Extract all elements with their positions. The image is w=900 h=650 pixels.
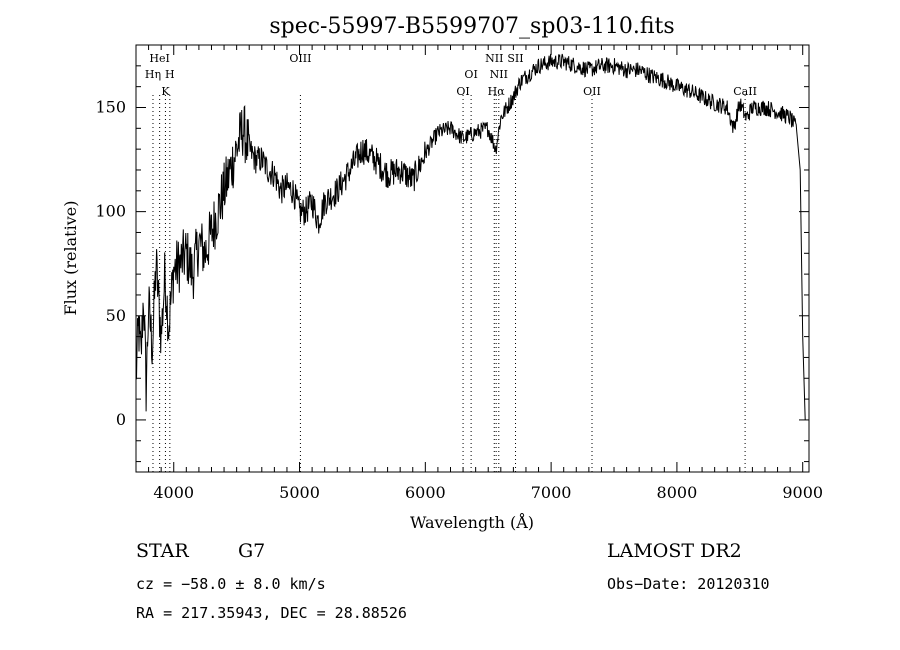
line-marker-label: HeI [149,52,169,65]
x-tick-label: 5000 [279,483,320,502]
line-marker-label: CaII [733,85,757,98]
line-marker-label: Hα [488,85,506,98]
plot-frame [135,44,810,473]
line-marker-label: NII [485,52,503,65]
line-markers: HeI Hη HK OIII OI OI NII NII Hα SII OII CaII [145,52,757,472]
object-subclass: G7 [238,540,266,562]
chart-title: spec-55997-B5599707_sp03-110.fits [269,14,674,39]
y-tick-label: 100 [95,202,126,221]
line-marker-label: NII [490,68,508,81]
y-tick-label: 50 [106,306,126,325]
x-tick-label: 9000 [782,483,823,502]
y-axis-label: Flux (relative) [61,201,80,316]
y-tick-label: 150 [95,97,126,116]
line-marker-label: H [165,68,175,81]
line-marker-label: OI [464,68,477,81]
x-tick-label: 8000 [657,483,698,502]
axis-ticks: 4000 5000 6000 7000 8000 9000 0 50 100 150 [95,45,823,502]
line-marker-label: K [161,85,170,98]
x-tick-label: 7000 [531,483,572,502]
obs-date-text: Obs−Date: 20120310 [607,575,770,593]
line-marker-label: Hη [145,68,161,81]
x-tick-label: 4000 [153,483,194,502]
y-tick-label: 0 [116,410,126,429]
x-tick-label: 6000 [405,483,446,502]
line-marker-label: SII [507,52,523,65]
coordinates-text: RA = 217.35943, DEC = 28.88526 [136,604,407,622]
spectrum-line [135,53,806,420]
line-marker-label: OI [456,85,469,98]
survey-name: LAMOST DR2 [607,540,742,562]
object-class: STAR [136,540,189,562]
x-axis-label: Wavelength (Å) [410,512,534,532]
redshift-text: cz = −58.0 ± 8.0 km/s [136,575,326,593]
line-marker-label: OII [583,85,601,98]
line-marker-label: OIII [289,52,311,65]
